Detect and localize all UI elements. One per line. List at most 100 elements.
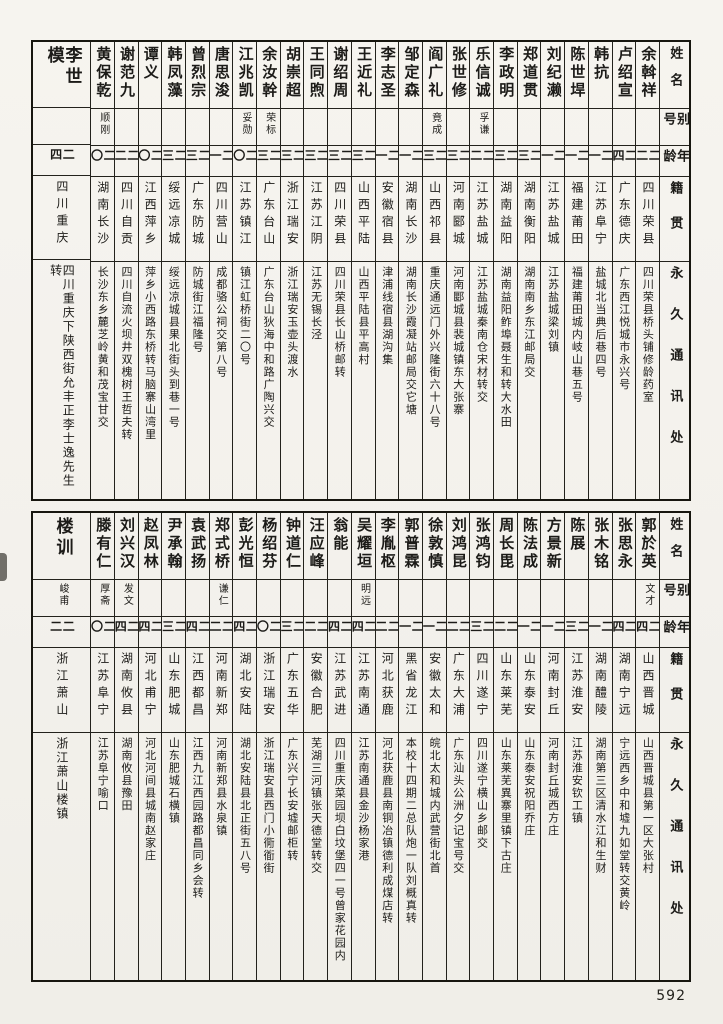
address-cell: 宁远西乡中和墟九如堂转交黄岭 <box>617 737 631 912</box>
name-cell: 周长毘 <box>494 513 517 580</box>
age-cell: 二一 <box>399 617 422 648</box>
name-cell: 刘鸿昆 <box>446 513 470 580</box>
name-cell: 韩抗 <box>588 42 612 109</box>
person-column: 王近礼 二三 山西平陆 山西平陆县平高村 <box>350 42 375 499</box>
address-cell: 广东汕头公洲夕记宝号交 <box>451 737 465 875</box>
header-age: 年龄 <box>660 617 689 648</box>
alias-cell <box>494 109 517 146</box>
alias-cell: 顺刚 <box>91 109 114 146</box>
name-cell: 方景新 <box>541 513 565 580</box>
age-cell: 二〇 <box>91 617 114 648</box>
address-cell: 绥远凉城县果北街头到巷一号 <box>167 266 181 429</box>
person-column: 韩抗 二一 江苏阜宁 盐城北当典后巷四号 <box>587 42 612 499</box>
name-cell: 郭普霖 <box>399 513 422 580</box>
alias-cell: 文才 <box>636 580 659 617</box>
native-place-cell: 江苏南通 <box>351 648 375 733</box>
person-column: 李世模 二四 四川重庆 四川重庆下陕西街允丰正李士逸先生转 <box>33 42 91 499</box>
address-cell: 四川荣县桥头铺修龄药室 <box>641 266 655 404</box>
page-number: 592 <box>656 988 686 1004</box>
alias-cell <box>636 109 659 146</box>
alias-cell <box>517 580 541 617</box>
address-cell: 本校十四期二总队炮一队刘概真转 <box>404 737 418 925</box>
alias-cell <box>280 109 304 146</box>
age-cell: 二三 <box>422 146 446 177</box>
address-cell: 江苏盐城梁刘镇 <box>546 266 560 354</box>
alias-cell: 明远 <box>351 580 375 617</box>
name-cell: 胡崇超 <box>280 42 304 109</box>
native-place-cell: 河北获鹿 <box>375 648 399 733</box>
person-column: 曾烈宗 二三 广东防城 防城街江福隆号 <box>184 42 209 499</box>
alias-cell <box>399 109 422 146</box>
alias-cell <box>517 109 541 146</box>
name-cell: 乐信诚 <box>470 42 494 109</box>
native-place-cell: 黑省龙江 <box>399 648 422 733</box>
header-age: 年龄 <box>660 146 689 177</box>
alias-cell <box>138 580 162 617</box>
alias-cell <box>185 580 209 617</box>
age-cell: 二四 <box>233 617 257 648</box>
person-column: 江兆凯 妥勋 二〇 江苏镇江 镇江虹桥街二〇号 <box>232 42 257 499</box>
native-place-cell: 江苏阜宁 <box>588 177 612 262</box>
age-cell: 二三 <box>162 146 185 177</box>
name-cell: 王同煦 <box>304 42 328 109</box>
address-cell: 河北获鹿县南铜冶镇德利成煤店转 <box>380 737 394 925</box>
native-place-cell: 山东肥城 <box>162 648 185 733</box>
person-column: 郭於英 文才 二四 山西晋城 山西晋城县第一区大张村 <box>635 513 659 980</box>
name-cell: 黄保乾 <box>91 42 114 109</box>
address-cell: 河南郾城县裴城镇东大张寨 <box>451 266 465 416</box>
age-cell: 二〇 <box>233 146 257 177</box>
person-column: 阎广礼 竟成 二三 山西祁县 重庆通远门外兴隆街六十八号 <box>421 42 446 499</box>
native-place-cell: 山东莱芜 <box>494 648 517 733</box>
name-cell: 郑式桥 <box>209 513 233 580</box>
alias-cell: 荣标 <box>257 109 280 146</box>
name-cell: 唐思浚 <box>209 42 233 109</box>
age-cell: 二三 <box>494 146 517 177</box>
age-cell: 二二 <box>446 617 470 648</box>
name-cell: 李志圣 <box>375 42 399 109</box>
person-column: 彭光恒 二四 湖北安陆 湖北安陆县北正街五八号 <box>232 513 257 980</box>
header-address: 永久通讯处 <box>667 266 683 471</box>
age-cell: 二四 <box>612 146 636 177</box>
address-cell: 芜湖三河镇张天德堂转交 <box>309 737 323 875</box>
alias-cell <box>304 580 328 617</box>
person-column: 袁武扬 二四 江西都昌 江西九江西园路都昌同乡会转 <box>184 513 209 980</box>
native-place-cell: 广东大浦 <box>446 648 470 733</box>
alias-cell <box>304 109 328 146</box>
person-column: 张鸿钧 二三 四川遂宁 四川遂宁横山乡邮交 <box>469 513 494 980</box>
native-place-cell: 广东防城 <box>185 177 209 262</box>
name-cell: 李世模 <box>33 42 91 109</box>
name-cell: 谭义 <box>138 42 162 109</box>
native-place-cell: 河南郾城 <box>446 177 470 262</box>
native-place-cell: 四川荣县 <box>328 177 351 262</box>
native-place-cell: 四川荣县 <box>636 177 659 262</box>
name-cell: 江兆凯 <box>233 42 257 109</box>
name-cell: 滕有仁 <box>91 513 114 580</box>
address-cell: 长沙东乡麓芝岭黄和茂宝甘交 <box>96 266 110 429</box>
native-place-cell: 浙江萧山 <box>33 648 91 733</box>
person-column: 陈世垾 二一 福建莆田 福建莆田城内岐山巷五号 <box>564 42 588 499</box>
person-column: 郑式桥 谦仁 二二 河南新郑 河南新郑县水泉镇 <box>208 513 233 980</box>
address-cell: 重庆通远门外兴隆街六十八号 <box>428 266 442 429</box>
name-cell: 张思永 <box>612 513 636 580</box>
person-column: 赵凤林 二四 河北甫宁 河北河间县城南赵家庄 <box>137 513 162 980</box>
name-cell: 曾烈宗 <box>185 42 209 109</box>
age-cell: 二三 <box>162 617 185 648</box>
alias-cell <box>399 580 422 617</box>
person-column: 刘兴汉 发文 二四 湖南攸县 湖南攸县豫田 <box>113 513 138 980</box>
age-cell: 二一 <box>209 146 233 177</box>
name-cell: 陈法成 <box>517 513 541 580</box>
alias-cell <box>565 580 588 617</box>
person-column: 徐敦慎 二一 安徽太和 皖北太和城内武营街北首 <box>421 513 446 980</box>
person-column: 刘纪濑 二一 江苏盐城 江苏盐城梁刘镇 <box>540 42 565 499</box>
age-cell: 二四 <box>33 145 91 176</box>
native-place-cell: 四川重庆 <box>33 176 91 260</box>
alias-cell <box>185 109 209 146</box>
person-column: 尹承翰 二三 山东肥城 山东肥城石横镇 <box>161 513 185 980</box>
alias-cell <box>209 109 233 146</box>
name-cell: 郭於英 <box>636 513 659 580</box>
person-column: 余汝幹 荣标 二三 广东台山 广东台山狄海中和路广陶兴交 <box>256 42 280 499</box>
name-cell: 钟道仁 <box>280 513 304 580</box>
person-column: 汪应峰 二二 安徽合肥 芜湖三河镇张天德堂转交 <box>303 513 328 980</box>
person-column: 邹定森 二一 湖南长沙 湖南长沙霞凝站邮局交它塘 <box>398 42 422 499</box>
